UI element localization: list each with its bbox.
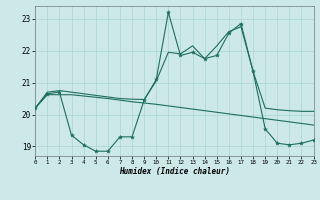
X-axis label: Humidex (Indice chaleur): Humidex (Indice chaleur) [119, 167, 230, 176]
